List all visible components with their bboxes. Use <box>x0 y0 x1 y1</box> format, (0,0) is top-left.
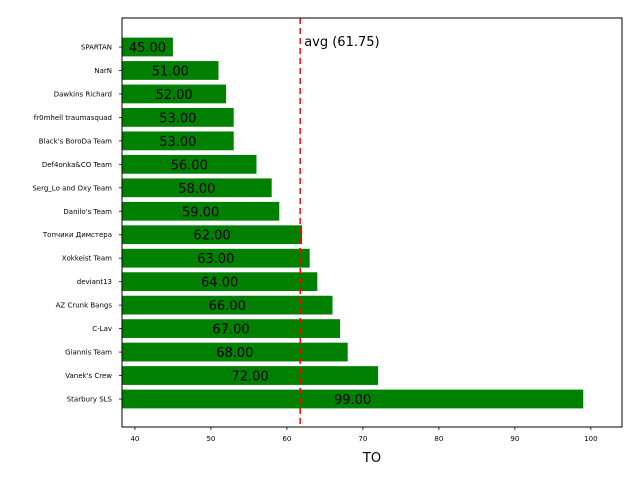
bar <box>122 319 341 338</box>
bar <box>122 342 348 362</box>
bar <box>122 84 227 104</box>
bar-value-label: 62.00 <box>193 229 230 244</box>
bar <box>122 295 333 315</box>
bar-value-label: 72.00 <box>231 370 268 385</box>
bar <box>122 178 272 198</box>
bar-value-label: 59.00 <box>182 205 219 220</box>
bar-value-label: 52.00 <box>155 88 192 103</box>
y-tick-label: Топчики Димстера <box>42 231 112 239</box>
y-tick-label: Black's BoroDa Team <box>39 137 112 145</box>
x-tick-label: 80 <box>434 435 443 443</box>
bar <box>122 248 310 268</box>
bar <box>122 61 219 80</box>
y-tick-label: deviant13 <box>77 278 112 286</box>
x-tick-label: 90 <box>510 435 519 443</box>
y-tick-label: Giannis Team <box>65 349 112 357</box>
x-axis-ticks: 40 50 60 70 80 90 100 <box>130 427 598 443</box>
bar-value-label: 68.00 <box>216 346 253 361</box>
bar <box>122 154 257 174</box>
x-tick-label: 60 <box>282 435 291 443</box>
x-tick-label: 70 <box>358 435 367 443</box>
y-tick-label: Def4onka&CO Team <box>42 161 112 169</box>
bar <box>122 131 234 151</box>
x-tick-label: 40 <box>130 435 139 443</box>
bar-value-label: 56.00 <box>171 158 208 173</box>
bars-group <box>122 37 584 409</box>
y-tick-label: Dawkins Richard <box>54 90 112 98</box>
bar <box>122 37 173 57</box>
y-tick-label: AZ Crunk Bangs <box>56 302 113 310</box>
x-tick-label: 100 <box>584 435 597 443</box>
x-axis-title: TO <box>362 451 381 466</box>
y-tick-label: SPARTAN <box>81 44 112 52</box>
x-tick-label: 50 <box>206 435 215 443</box>
y-tick-label: Danilo's Team <box>63 208 112 216</box>
y-tick-label: Serg_Lo and Oxy Team <box>32 184 112 192</box>
bar-value-label: 64.00 <box>201 276 238 291</box>
bar-value-label: 66.00 <box>209 299 246 314</box>
plot-frame <box>121 17 623 428</box>
bar-value-label: 63.00 <box>197 252 234 267</box>
average-annotation: avg (61.75) <box>304 35 379 50</box>
y-tick-label: Xokkeist Team <box>62 255 112 263</box>
bar-value-label: 99.00 <box>334 393 371 408</box>
bar-value-labels: 45.00 51.00 52.00 53.00 53.00 56.00 58.00 59.00… <box>129 41 371 408</box>
bar-value-label: 67.00 <box>212 323 249 338</box>
y-tick-label: Vanek's Crew <box>65 372 112 380</box>
bar <box>122 366 379 385</box>
y-tick-label: NarN <box>94 67 112 75</box>
bar-value-label: 51.00 <box>152 64 189 79</box>
bar <box>122 225 303 245</box>
y-axis-ticks: SPARTAN NarN Dawkins Richard fr0mhell traum… <box>32 44 122 404</box>
bar <box>122 272 318 292</box>
y-tick-label: C-Lav <box>92 325 112 333</box>
y-tick-label: Starbury SLS <box>67 396 113 404</box>
y-tick-label: fr0mhell traumasquad <box>34 114 112 122</box>
bar-value-label: 58.00 <box>178 182 215 197</box>
bar <box>122 389 584 409</box>
bar-value-label: 53.00 <box>159 135 196 150</box>
bar-value-label: 53.00 <box>159 111 196 126</box>
bar-value-label: 45.00 <box>129 41 166 56</box>
bar <box>122 201 280 221</box>
bar <box>122 108 234 127</box>
